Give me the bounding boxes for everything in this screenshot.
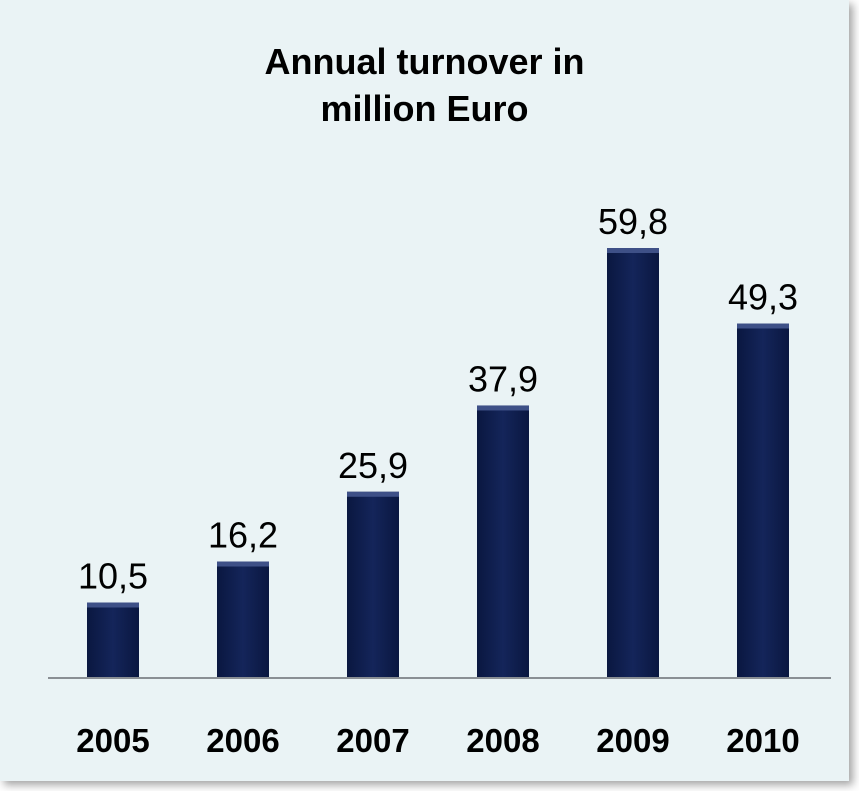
bar-cap-2010 <box>737 323 789 329</box>
category-label-2009: 2009 <box>596 722 669 759</box>
bar-cap-2005 <box>87 602 139 608</box>
category-label-2010: 2010 <box>726 722 799 759</box>
category-label-2007: 2007 <box>336 722 409 759</box>
category-label-2005: 2005 <box>76 722 149 759</box>
chart-title: Annual turnover in million Euro <box>0 38 849 132</box>
chart-title-line-1: Annual turnover in <box>264 41 585 82</box>
value-label-2006: 16,2 <box>208 515 278 556</box>
value-label-2008: 37,9 <box>468 358 538 399</box>
bars-layer <box>87 248 789 678</box>
bar-2007 <box>347 491 399 678</box>
bar-cap-2006 <box>217 561 269 567</box>
bar-2005 <box>87 602 139 678</box>
value-label-2010: 49,3 <box>728 277 798 318</box>
category-label-2006: 2006 <box>206 722 279 759</box>
bar-cap-2008 <box>477 405 529 411</box>
bar-chart: 10,5 2005 16,2 2006 25,9 2007 37,9 2008 59,8 2009… <box>48 201 831 759</box>
bar-2009 <box>607 248 659 678</box>
bar-cap-2009 <box>607 248 659 253</box>
value-label-2007: 25,9 <box>338 445 408 486</box>
bar-2010 <box>737 323 789 678</box>
bar-cap-2007 <box>347 491 399 497</box>
bar-2006 <box>217 561 269 678</box>
chart-title-line-2: million Euro <box>320 88 529 129</box>
value-label-2005: 10,5 <box>78 555 148 596</box>
labels-layer: 10,5 2005 16,2 2006 25,9 2007 37,9 2008 59,8 2009… <box>76 201 799 759</box>
bar-2008 <box>477 405 529 678</box>
category-label-2008: 2008 <box>466 722 539 759</box>
value-label-2009: 59,8 <box>598 201 668 242</box>
chart-panel: Annual turnover in million Euro 10,5 2005… <box>0 0 849 781</box>
